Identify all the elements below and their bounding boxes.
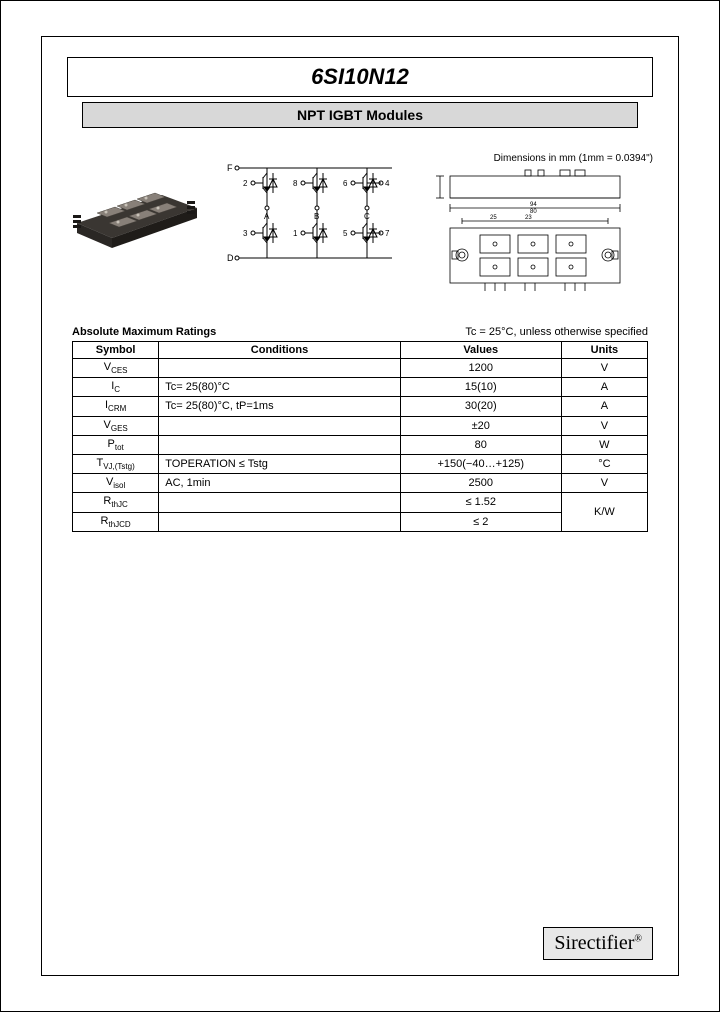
cell-value: 2500 <box>400 474 561 493</box>
svg-text:7: 7 <box>385 229 390 238</box>
cell-symbol: Visol <box>73 474 159 493</box>
ratings-header: Absolute Maximum Ratings Tc = 25°C, unle… <box>72 326 648 338</box>
cell-symbol: VCES <box>73 359 159 378</box>
table-row: TVJ,(Tstg)TOPERATION ≤ Tstg+150(−40…+125… <box>73 454 648 473</box>
col-conditions: Conditions <box>159 342 401 359</box>
cell-conditions <box>159 493 401 512</box>
svg-text:80: 80 <box>530 209 537 215</box>
svg-text:6: 6 <box>343 179 348 188</box>
svg-text:5: 5 <box>343 229 348 238</box>
col-values: Values <box>400 342 561 359</box>
cell-unit: V <box>561 359 647 378</box>
cell-unit: °C <box>561 454 647 473</box>
cell-symbol: IC <box>73 378 159 397</box>
cell-unit: A <box>561 397 647 416</box>
svg-text:3: 3 <box>243 229 248 238</box>
subtitle-box: NPT IGBT Modules <box>82 102 638 128</box>
cell-value: 80 <box>400 435 561 454</box>
table-row: VGES ±20V <box>73 416 648 435</box>
registered-icon: ® <box>634 933 642 944</box>
cell-unit: K/W <box>561 493 647 531</box>
cell-conditions <box>159 416 401 435</box>
ratings-condition-note: Tc = 25°C, unless otherwise specified <box>465 326 648 338</box>
cell-conditions: Tc= 25(80)°C, tP=1ms <box>159 397 401 416</box>
svg-text:94: 94 <box>530 202 537 208</box>
cell-unit: V <box>561 416 647 435</box>
cell-value: +150(−40…+125) <box>400 454 561 473</box>
cell-unit: V <box>561 474 647 493</box>
table-row: RthJC≤ 1.52K/W <box>73 493 648 512</box>
svg-text:8: 8 <box>293 179 298 188</box>
table-row: ICRMTc= 25(80)°C, tP=1ms30(20)A <box>73 397 648 416</box>
col-units: Units <box>561 342 647 359</box>
cell-symbol: TVJ,(Tstg) <box>73 454 159 473</box>
cell-symbol: VGES <box>73 416 159 435</box>
table-row: Ptot 80W <box>73 435 648 454</box>
manufacturer-logo: Sirectifier® <box>543 927 653 960</box>
svg-text:1: 1 <box>293 229 298 238</box>
table-row: ICTc= 25(80)°C15(10)A <box>73 378 648 397</box>
cell-value: ≤ 2 <box>400 512 561 531</box>
cell-conditions <box>159 435 401 454</box>
cell-conditions: AC, 1min <box>159 474 401 493</box>
cell-conditions: TOPERATION ≤ Tstg <box>159 454 401 473</box>
svg-text:25: 25 <box>490 215 497 221</box>
dimension-label: Dimensions in mm (1mm = 0.0394") <box>417 153 653 164</box>
svg-text:23: 23 <box>525 215 532 221</box>
cell-unit: W <box>561 435 647 454</box>
cell-symbol: ICRM <box>73 397 159 416</box>
svg-text:D: D <box>227 253 234 263</box>
cell-symbol: RthJC <box>73 493 159 512</box>
cell-symbol: Ptot <box>73 435 159 454</box>
svg-text:4: 4 <box>385 179 390 188</box>
cell-conditions <box>159 512 401 531</box>
cell-value: 15(10) <box>400 378 561 397</box>
svg-text:F: F <box>227 163 233 173</box>
circuit-schematic: F D <box>222 153 402 273</box>
svg-text:A: A <box>264 212 270 221</box>
cell-conditions: Tc= 25(80)°C <box>159 378 401 397</box>
dimension-drawings: Dimensions in mm (1mm = 0.0394") <box>417 153 653 298</box>
ratings-title: Absolute Maximum Ratings <box>72 326 216 338</box>
product-family: NPT IGBT Modules <box>83 107 637 123</box>
col-symbol: Symbol <box>73 342 159 359</box>
cell-value: ±20 <box>400 416 561 435</box>
table-row: VisolAC, 1min2500V <box>73 474 648 493</box>
svg-text:B: B <box>314 212 319 221</box>
cell-value: ≤ 1.52 <box>400 493 561 512</box>
cell-conditions <box>159 359 401 378</box>
svg-text:2: 2 <box>243 179 248 188</box>
cell-value: 1200 <box>400 359 561 378</box>
part-number: 6SI10N12 <box>68 64 652 90</box>
table-header-row: Symbol Conditions Values Units <box>73 342 648 359</box>
datasheet-page: 6SI10N12 NPT IGBT Modules <box>41 36 679 976</box>
title-box: 6SI10N12 <box>67 57 653 97</box>
logo-text: Sirectifier <box>554 932 634 954</box>
product-photo <box>67 153 207 253</box>
cell-unit: A <box>561 378 647 397</box>
cell-value: 30(20) <box>400 397 561 416</box>
ratings-table: Symbol Conditions Values Units VCES1200V… <box>72 341 648 532</box>
cell-symbol: RthJCD <box>73 512 159 531</box>
table-row: VCES 1200V <box>73 359 648 378</box>
svg-text:C: C <box>364 212 370 221</box>
figures-row: F D <box>67 153 653 298</box>
